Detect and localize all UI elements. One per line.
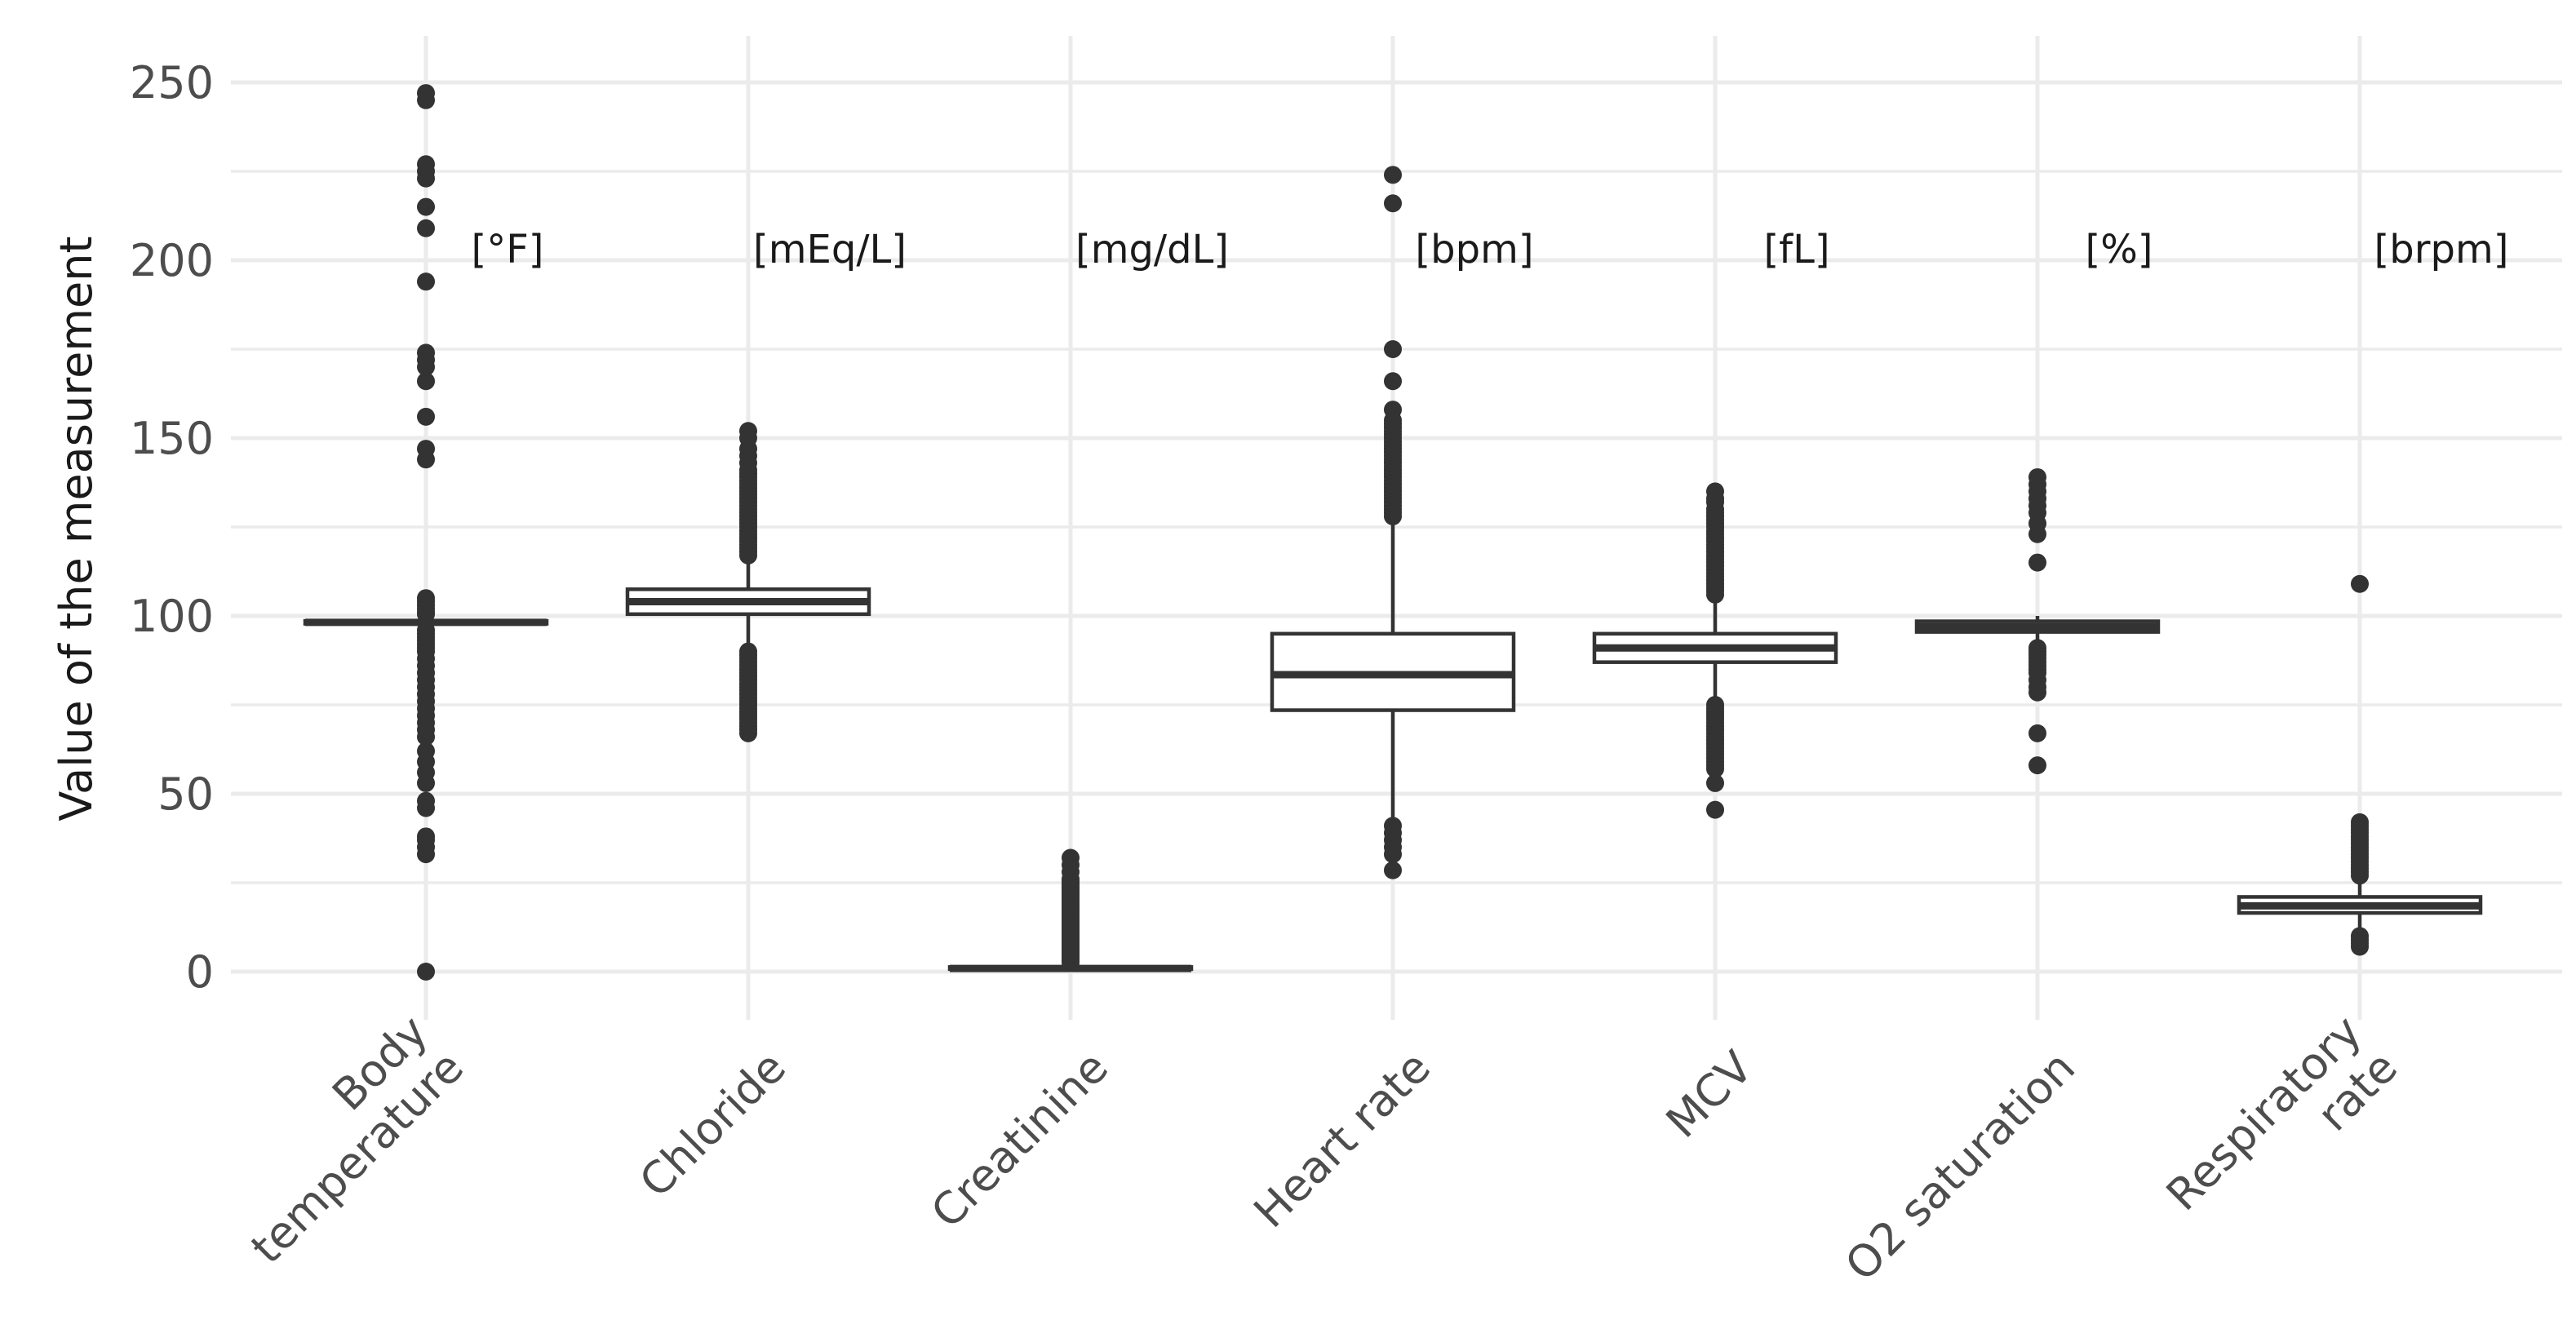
outlier-point [2028, 724, 2046, 742]
y-tick-label: 0 [186, 946, 214, 998]
outlier-point [739, 642, 757, 661]
outlier-point [1384, 372, 1402, 391]
box-group-heart-rate [1270, 166, 1516, 879]
unit-label: [mEq/L] [753, 227, 907, 272]
outlier-point [1384, 166, 1402, 184]
outlier-point [417, 791, 435, 810]
unit-label: [°F] [471, 227, 543, 272]
outlier-point [1384, 340, 1402, 358]
outlier-point [417, 272, 435, 291]
x-tick-label: Heart rate [1244, 1042, 1441, 1238]
x-tick-label: Chloride [630, 1042, 796, 1207]
outlier-point [739, 422, 757, 441]
x-tick-label-line: Creatinine [921, 1042, 1118, 1238]
outlier-point [417, 621, 435, 640]
x-tick-label: Creatinine [921, 1042, 1118, 1238]
x-tick-label: O2 saturation [1835, 1042, 2085, 1291]
outlier-point [1062, 848, 1080, 867]
outlier-point [417, 440, 435, 458]
box-group-o2-saturation [1914, 467, 2161, 775]
outlier-point [417, 827, 435, 846]
outlier-point [417, 963, 435, 981]
unit-label: [%] [2085, 227, 2153, 272]
x-tick-label: Respiratoryrate [2157, 1006, 2407, 1256]
y-tick-label: 200 [130, 235, 214, 286]
outlier-point [2351, 574, 2369, 593]
y-tick-label: 50 [157, 768, 214, 820]
outlier-point [1706, 482, 1724, 501]
outlier-point [2028, 553, 2046, 572]
unit-label: [brpm] [2374, 227, 2509, 272]
outlier-point [2028, 467, 2046, 486]
outlier-point [417, 219, 435, 237]
box-group-creatinine [947, 848, 1194, 972]
outlier-point [2028, 756, 2046, 775]
outlier-point [1384, 861, 1402, 879]
box-group-mcv [1592, 482, 1838, 819]
outlier-point [2351, 813, 2369, 831]
y-axis-title: Value of the measurement [51, 236, 102, 821]
y-tick-label: 250 [130, 57, 214, 109]
x-tick-label: MCV [1656, 1041, 1762, 1147]
outlier-point [417, 84, 435, 103]
outlier-point [1706, 773, 1724, 792]
x-tick-label-line: Heart rate [1244, 1042, 1441, 1238]
box-group-respiratory-rate [2237, 574, 2483, 956]
outlier-point [1384, 194, 1402, 213]
outlier-point [417, 372, 435, 391]
x-tick-label: Bodytemperature [206, 1006, 473, 1273]
x-tick-label-line: Chloride [630, 1042, 796, 1207]
unit-label: [bpm] [1415, 227, 1533, 272]
outlier-point [2028, 639, 2046, 658]
y-tick-label: 150 [130, 413, 214, 464]
x-tick-label-line: O2 saturation [1835, 1042, 2085, 1291]
outlier-point [417, 742, 435, 760]
outlier-point [417, 343, 435, 362]
outlier-point [1706, 800, 1724, 819]
outlier-point [2351, 927, 2369, 946]
outlier-point [417, 197, 435, 216]
x-tick-label-line: MCV [1656, 1041, 1762, 1147]
outlier-point [1384, 817, 1402, 835]
box-layer [303, 84, 2483, 981]
outlier-point [417, 155, 435, 174]
box-group-chloride [625, 422, 871, 742]
outlier-point [1706, 696, 1724, 714]
box-group-body-temperature [303, 84, 549, 981]
unit-label: [fL] [1763, 227, 1829, 272]
y-tick-label: 100 [130, 591, 214, 642]
outlier-point [417, 407, 435, 426]
outlier-point [417, 589, 435, 608]
outlier-point [1384, 401, 1402, 419]
unit-label: [mg/dL] [1075, 227, 1229, 272]
